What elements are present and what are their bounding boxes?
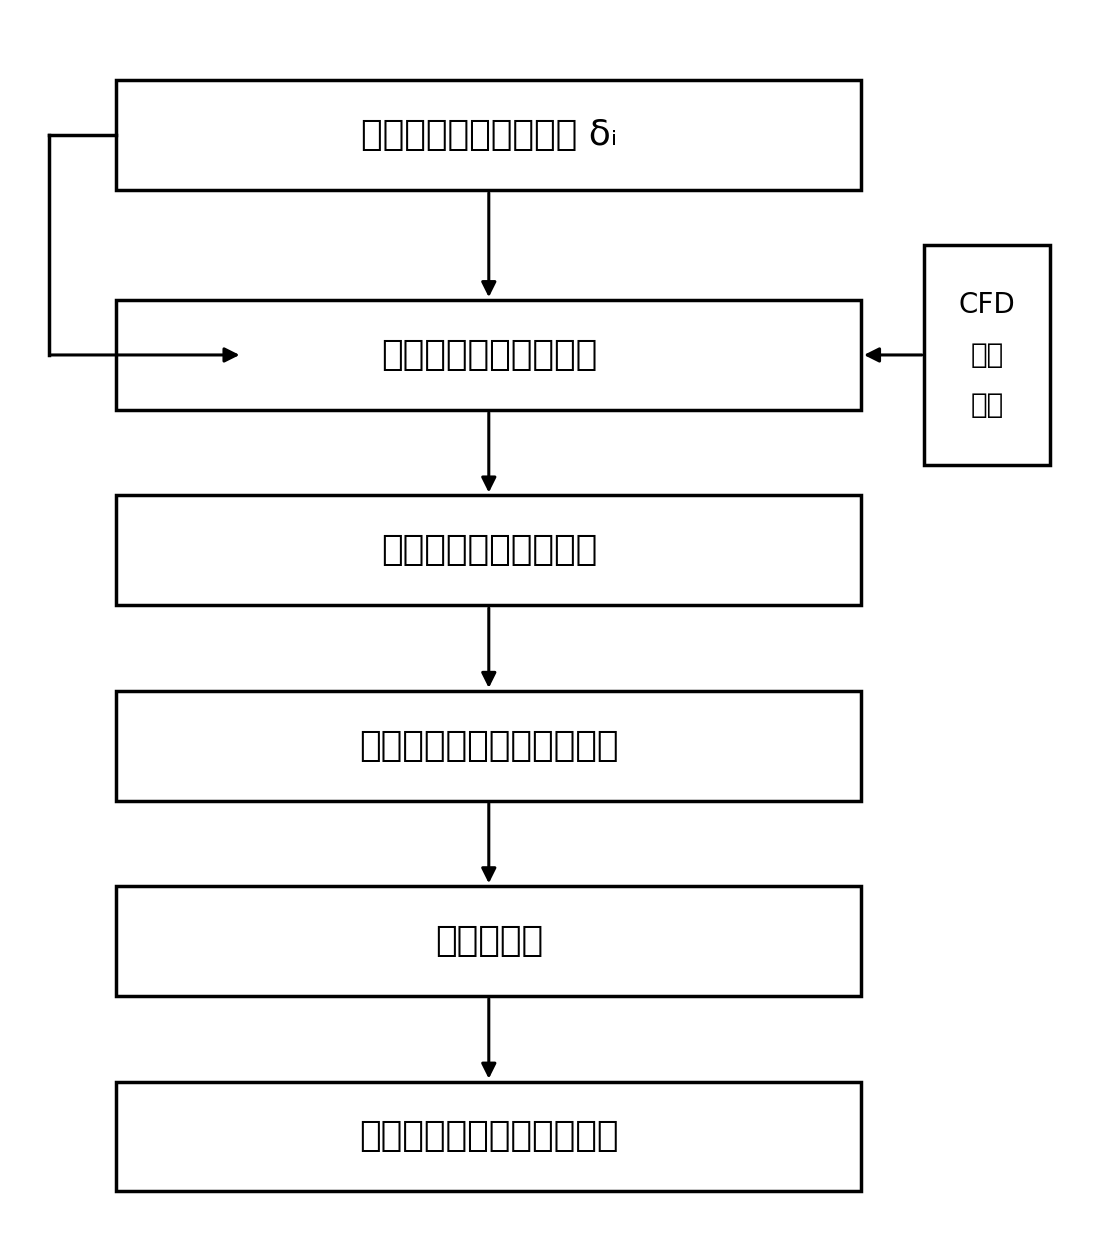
Bar (116, 690, 861, 800)
Bar (116, 80, 861, 190)
Text: 拟合三维曲面和二维等值图: 拟合三维曲面和二维等值图 (359, 1119, 619, 1153)
Text: 选取阳极底掌对应区域数据: 选取阳极底掌对应区域数据 (359, 729, 619, 763)
Text: 克里金插值: 克里金插值 (435, 924, 543, 958)
Text: 获取铝液界面波动数据: 获取铝液界面波动数据 (380, 338, 597, 372)
Bar (116, 300, 861, 410)
Text: 计算阳极电流波动系数 δᵢ: 计算阳极电流波动系数 δᵢ (360, 119, 617, 152)
Text: 修正铝液界面波动数据: 修正铝液界面波动数据 (380, 534, 597, 567)
Bar (116, 1082, 861, 1192)
Bar (924, 245, 1050, 464)
Text: CFD
流场
仿真: CFD 流场 仿真 (958, 291, 1016, 419)
Bar (116, 887, 861, 997)
Bar (116, 495, 861, 605)
